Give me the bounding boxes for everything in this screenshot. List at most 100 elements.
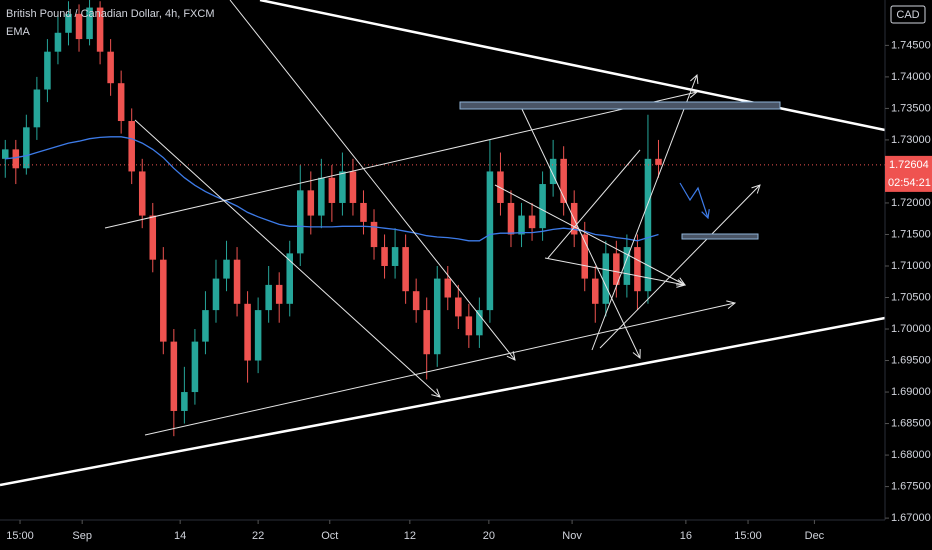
candle-body [634, 247, 641, 292]
x-tick-label: 12 [404, 530, 416, 542]
candle-body [518, 215, 525, 235]
y-tick-label: 1.70500 [891, 291, 931, 303]
candle-body [318, 177, 325, 216]
candle-body [12, 149, 20, 169]
x-tick-label: Dec [805, 530, 825, 542]
support-zone [681, 233, 759, 240]
x-tick-label: 15:00 [6, 530, 34, 542]
channel-line [104, 92, 697, 229]
last-price-box [885, 155, 932, 192]
candle-body [644, 158, 652, 292]
resistance-zone [459, 101, 781, 110]
candle-body [497, 171, 504, 203]
candle-body [160, 259, 167, 342]
chart-title: British Pound / Canadian Dollar, 4h, FXC… [6, 8, 215, 20]
candle-body [96, 7, 104, 52]
trend-line [259, 0, 886, 132]
candle-body [623, 247, 631, 285]
y-tick-label: 1.71000 [891, 260, 931, 272]
x-tick-label: 22 [252, 530, 264, 542]
y-tick-label: 1.67500 [891, 481, 931, 493]
candle-body [328, 177, 336, 203]
y-tick-label: 1.74500 [891, 39, 931, 51]
channel-line [599, 185, 760, 349]
candle-body [655, 158, 662, 165]
candle-body [23, 127, 30, 169]
candle-body [191, 341, 199, 393]
candle-body [254, 310, 262, 361]
currency-box [890, 5, 926, 24]
candle-body [423, 310, 430, 355]
candle-body [138, 171, 146, 216]
price-axis [885, 0, 932, 550]
x-tick-label: 14 [174, 530, 186, 542]
x-tick-label: 16 [680, 530, 692, 542]
plot-area [0, 0, 885, 437]
candle-body [202, 310, 209, 342]
candle-body [75, 13, 83, 40]
candle-body [2, 149, 9, 159]
candle-body [117, 83, 125, 122]
ema-line [5, 136, 659, 242]
candle-body [54, 32, 62, 52]
candle-body [412, 291, 420, 311]
channel-line [547, 149, 641, 259]
candle-body [455, 297, 462, 317]
candle-body [528, 215, 536, 229]
candle-body [444, 278, 452, 298]
candle-body [128, 121, 135, 172]
x-tick-label: Sep [72, 530, 92, 542]
candle-body [592, 278, 599, 304]
channel-line [544, 257, 685, 285]
x-tick-label: 15:00 [734, 530, 762, 542]
indicator-label: EMA [6, 26, 31, 38]
candle-body [349, 171, 357, 203]
countdown-label: 02:54:21 [888, 177, 931, 189]
candle-body [581, 234, 588, 279]
candle-body [476, 310, 483, 336]
candle-body [233, 259, 241, 304]
channel-line [144, 303, 735, 436]
y-tick-label: 1.74000 [891, 71, 931, 83]
candle-body [286, 253, 293, 304]
candle-body [507, 202, 515, 235]
candle-body [107, 51, 114, 84]
candle-body [486, 171, 494, 311]
channel-line [591, 75, 697, 351]
x-tick-label: 20 [483, 530, 495, 542]
x-tick-label: Oct [321, 530, 338, 542]
candle-body [560, 158, 567, 203]
time-axis [0, 520, 932, 550]
channel-line [519, 104, 640, 358]
y-tick-label: 1.70000 [891, 323, 931, 335]
channel-line [494, 184, 685, 285]
candle-body [275, 284, 283, 304]
candle-body [613, 253, 620, 285]
y-tick-label: 1.72000 [891, 197, 931, 209]
candle-body [381, 247, 388, 266]
candle-body [465, 316, 473, 336]
y-tick-label: 1.67000 [891, 512, 931, 524]
trend-line [0, 316, 886, 487]
candle-body [181, 392, 188, 411]
candle-body [170, 341, 178, 411]
candle-body [212, 278, 220, 311]
candle-body [370, 221, 378, 248]
projection-arrow [679, 182, 708, 218]
candle-body [549, 158, 557, 185]
candle-body [602, 253, 610, 304]
candle-body [149, 215, 157, 260]
y-tick-label: 1.68000 [891, 449, 931, 461]
y-tick-label: 1.71500 [891, 228, 931, 240]
y-tick-label: 1.68500 [891, 417, 931, 429]
candle-body [44, 51, 51, 90]
candle-body [539, 184, 546, 229]
y-tick-label: 1.69000 [891, 386, 931, 398]
candle-body [297, 190, 304, 254]
y-tick-label: 1.73500 [891, 102, 931, 114]
y-tick-label: 1.73000 [891, 134, 931, 146]
candle-body [433, 278, 441, 355]
